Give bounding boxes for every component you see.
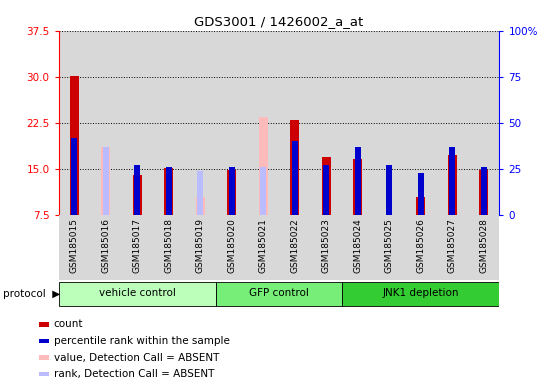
Bar bbox=[90, 31, 122, 215]
Text: GSM185028: GSM185028 bbox=[479, 218, 488, 273]
Bar bbox=[405, 31, 436, 215]
Text: GSM185021: GSM185021 bbox=[259, 218, 268, 273]
Bar bbox=[418, 173, 424, 215]
Text: percentile rank within the sample: percentile rank within the sample bbox=[54, 336, 229, 346]
Text: GSM185020: GSM185020 bbox=[227, 218, 236, 273]
Bar bbox=[133, 175, 142, 215]
Text: GSM185017: GSM185017 bbox=[133, 218, 142, 273]
Bar bbox=[342, 215, 373, 280]
Bar bbox=[416, 197, 425, 215]
Bar bbox=[71, 137, 77, 215]
Bar bbox=[468, 215, 499, 280]
Bar bbox=[279, 215, 310, 280]
Bar bbox=[134, 165, 140, 215]
Bar bbox=[310, 31, 342, 215]
FancyBboxPatch shape bbox=[59, 282, 216, 306]
Bar bbox=[248, 31, 279, 215]
Bar bbox=[185, 215, 216, 280]
Bar bbox=[386, 165, 392, 215]
Bar bbox=[185, 31, 216, 215]
Bar bbox=[353, 159, 362, 215]
Bar bbox=[468, 31, 499, 215]
Text: GSM185015: GSM185015 bbox=[70, 218, 79, 273]
Text: GSM185019: GSM185019 bbox=[196, 218, 205, 273]
Bar bbox=[324, 165, 329, 215]
Bar bbox=[59, 215, 90, 280]
Bar bbox=[261, 167, 266, 215]
Bar bbox=[448, 156, 456, 215]
Bar bbox=[279, 31, 310, 215]
Text: vehicle control: vehicle control bbox=[99, 288, 176, 298]
Bar bbox=[153, 31, 185, 215]
Text: GSM185026: GSM185026 bbox=[416, 218, 425, 273]
Text: JNK1 depletion: JNK1 depletion bbox=[382, 288, 459, 298]
Bar bbox=[196, 197, 205, 215]
Bar bbox=[373, 31, 405, 215]
FancyBboxPatch shape bbox=[342, 282, 499, 306]
Bar bbox=[166, 167, 172, 215]
Text: GSM185023: GSM185023 bbox=[322, 218, 331, 273]
Bar bbox=[479, 170, 488, 215]
Bar bbox=[373, 215, 405, 280]
Bar bbox=[292, 141, 297, 215]
Bar bbox=[102, 147, 110, 215]
Bar bbox=[229, 167, 234, 215]
Bar bbox=[405, 215, 436, 280]
Bar bbox=[165, 168, 173, 215]
Bar bbox=[103, 147, 109, 215]
Bar bbox=[70, 76, 79, 215]
Title: GDS3001 / 1426002_a_at: GDS3001 / 1426002_a_at bbox=[194, 15, 364, 28]
Bar bbox=[290, 120, 299, 215]
Text: GSM185018: GSM185018 bbox=[164, 218, 174, 273]
Text: protocol  ▶: protocol ▶ bbox=[3, 289, 60, 299]
Bar bbox=[122, 31, 153, 215]
FancyBboxPatch shape bbox=[216, 282, 342, 306]
Bar bbox=[216, 31, 248, 215]
Bar bbox=[259, 117, 268, 215]
Bar bbox=[122, 215, 153, 280]
Text: GSM185016: GSM185016 bbox=[102, 218, 110, 273]
Bar bbox=[449, 147, 455, 215]
Text: rank, Detection Call = ABSENT: rank, Detection Call = ABSENT bbox=[54, 369, 214, 379]
Bar bbox=[227, 170, 236, 215]
Bar bbox=[342, 31, 373, 215]
Text: GSM185027: GSM185027 bbox=[448, 218, 456, 273]
Bar bbox=[436, 215, 468, 280]
Bar bbox=[59, 31, 90, 215]
Bar bbox=[355, 147, 360, 215]
Bar bbox=[481, 167, 487, 215]
Text: GSM185024: GSM185024 bbox=[353, 218, 362, 273]
Bar bbox=[198, 171, 203, 215]
Bar bbox=[248, 215, 279, 280]
Text: GSM185022: GSM185022 bbox=[290, 218, 299, 273]
Bar bbox=[90, 215, 122, 280]
Text: GFP control: GFP control bbox=[249, 288, 309, 298]
Bar bbox=[436, 31, 468, 215]
Text: value, Detection Call = ABSENT: value, Detection Call = ABSENT bbox=[54, 353, 219, 362]
Bar bbox=[216, 215, 248, 280]
Bar bbox=[153, 215, 185, 280]
Text: count: count bbox=[54, 319, 83, 329]
Bar bbox=[310, 215, 342, 280]
Text: GSM185025: GSM185025 bbox=[384, 218, 394, 273]
Bar bbox=[322, 157, 331, 215]
